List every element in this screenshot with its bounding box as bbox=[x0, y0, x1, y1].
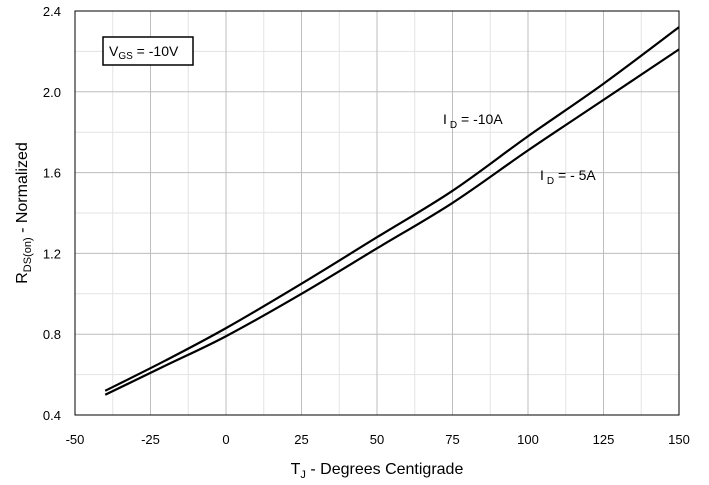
x-tick-label: -25 bbox=[141, 432, 160, 447]
plot-area-frame bbox=[74, 10, 680, 416]
y-tick-label: 1.2 bbox=[43, 246, 61, 261]
series-label-id-10a-main: I bbox=[443, 111, 447, 127]
series-line-id-5a bbox=[104, 48, 680, 396]
x-tick-label: 125 bbox=[593, 432, 615, 447]
x-tick-labels: -50 -25 0 25 50 75 100 125 150 bbox=[66, 432, 690, 447]
x-axis-title-main: T bbox=[291, 461, 301, 478]
series-label-id-5a-main: I bbox=[540, 167, 544, 183]
condition-box-rest: = -10V bbox=[133, 43, 179, 59]
y-axis-title: RDS(on) - Normalized bbox=[14, 142, 34, 284]
condition-box-text: VGS = -10V bbox=[109, 43, 179, 62]
series-label-id-5a-sub: D bbox=[547, 176, 554, 187]
y-axis-title-sub: DS(on) bbox=[22, 237, 34, 272]
x-tick-label: 75 bbox=[445, 432, 459, 447]
curves bbox=[104, 26, 680, 396]
y-tick-label: 0.4 bbox=[43, 408, 61, 423]
x-tick-label: 50 bbox=[370, 432, 384, 447]
condition-box-sub: GS bbox=[118, 51, 133, 62]
condition-box: VGS = -10V bbox=[102, 36, 194, 66]
x-tick-label: -50 bbox=[66, 432, 85, 447]
series-line-id-10a bbox=[104, 26, 680, 392]
y-tick-labels: 0.4 0.8 1.2 1.6 2.0 2.4 bbox=[43, 4, 61, 423]
series-label-id-10a-rest: = -10A bbox=[457, 111, 503, 127]
y-tick-label: 1.6 bbox=[43, 166, 61, 181]
x-axis-title-rest: - Degrees Centigrade bbox=[306, 461, 464, 478]
y-tick-label: 2.0 bbox=[43, 85, 61, 100]
series-label-id-5a-rest: = - 5A bbox=[554, 167, 596, 183]
y-axis-title-main: R bbox=[14, 272, 31, 284]
x-tick-label: 100 bbox=[517, 432, 539, 447]
condition-box-main: V bbox=[109, 43, 119, 59]
x-tick-label: 150 bbox=[668, 432, 690, 447]
y-axis-title-rest: - Normalized bbox=[14, 142, 31, 237]
x-axis-title: TJ - Degrees Centigrade bbox=[291, 461, 464, 481]
y-tick-label: 2.4 bbox=[43, 4, 61, 19]
x-tick-label: 25 bbox=[294, 432, 308, 447]
x-tick-label: 0 bbox=[222, 432, 229, 447]
series-label-id-10a-sub: D bbox=[450, 120, 457, 131]
x-axis-title-sub: J bbox=[300, 469, 306, 481]
y-tick-label: 0.8 bbox=[43, 327, 61, 342]
condition-box-frame bbox=[102, 36, 194, 66]
